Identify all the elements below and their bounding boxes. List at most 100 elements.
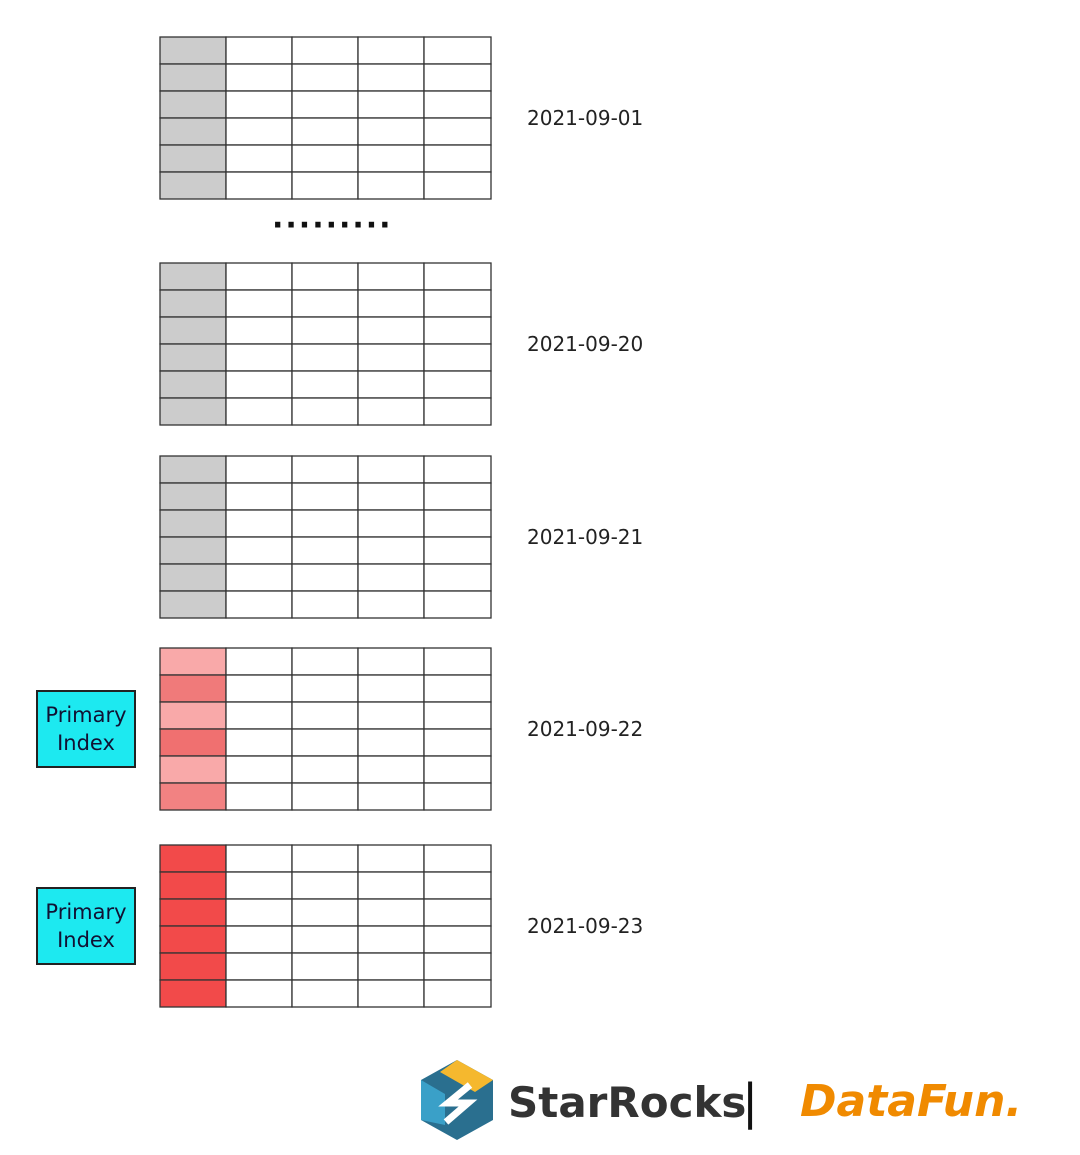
cell (291, 509, 359, 538)
cell (291, 370, 359, 399)
partition-label: 2021-09-23 (527, 914, 644, 938)
partition-label: 2021-09-01 (527, 106, 644, 130)
cell (357, 117, 425, 146)
cell (291, 782, 359, 811)
cell (357, 871, 425, 900)
cell (291, 455, 359, 484)
cell (225, 674, 293, 703)
cell (159, 701, 227, 730)
cell (159, 536, 227, 565)
cell (225, 728, 293, 757)
cell (423, 871, 492, 900)
cell (291, 925, 359, 954)
cell (159, 563, 227, 592)
brand-name: StarRocks (508, 1078, 747, 1127)
cell (159, 871, 227, 900)
cell (159, 844, 227, 873)
cell (291, 898, 359, 927)
cell (159, 36, 227, 65)
cell (423, 316, 492, 345)
cell (225, 952, 293, 981)
cell (225, 316, 293, 345)
cell (291, 316, 359, 345)
cell (423, 647, 492, 676)
cell (423, 482, 492, 511)
cell (357, 782, 425, 811)
cell (159, 117, 227, 146)
cell (357, 925, 425, 954)
cell (225, 36, 293, 65)
cell (225, 482, 293, 511)
cell (423, 171, 492, 200)
cell (159, 63, 227, 92)
cell (225, 144, 293, 173)
cell (159, 509, 227, 538)
cell (159, 397, 227, 426)
cell (357, 844, 425, 873)
cell (357, 728, 425, 757)
cell (357, 647, 425, 676)
cell (225, 755, 293, 784)
cell (423, 455, 492, 484)
cell (159, 90, 227, 119)
cell (357, 898, 425, 927)
partition-label: 2021-09-21 (527, 525, 644, 549)
cell (225, 397, 293, 426)
cell (423, 144, 492, 173)
cell (423, 701, 492, 730)
cell (357, 509, 425, 538)
cell (423, 563, 492, 592)
cell (357, 289, 425, 318)
cell (423, 590, 492, 619)
cell (225, 63, 293, 92)
cell (357, 536, 425, 565)
cell (357, 262, 425, 291)
cell (225, 455, 293, 484)
cell (159, 898, 227, 927)
cell (225, 536, 293, 565)
cell (423, 755, 492, 784)
cell (225, 898, 293, 927)
cell (225, 509, 293, 538)
cell (159, 316, 227, 345)
cell (159, 262, 227, 291)
cell (159, 590, 227, 619)
cell (423, 262, 492, 291)
cell (159, 755, 227, 784)
cell (357, 482, 425, 511)
cell (225, 563, 293, 592)
cell (423, 674, 492, 703)
cell (159, 647, 227, 676)
cell (291, 647, 359, 676)
cell (291, 117, 359, 146)
cell (291, 844, 359, 873)
cell (357, 701, 425, 730)
cell (291, 397, 359, 426)
cell (225, 289, 293, 318)
cell (291, 262, 359, 291)
cell (159, 144, 227, 173)
cell (225, 844, 293, 873)
cell (225, 370, 293, 399)
cell (357, 755, 425, 784)
cell (423, 979, 492, 1008)
cell (291, 171, 359, 200)
cell (357, 397, 425, 426)
cell (423, 63, 492, 92)
cell (159, 171, 227, 200)
cell (423, 289, 492, 318)
cell (423, 536, 492, 565)
cell (291, 144, 359, 173)
cell (357, 144, 425, 173)
cell (423, 117, 492, 146)
separator: ········· (272, 208, 393, 243)
cell (357, 590, 425, 619)
cell (357, 343, 425, 372)
cell (225, 117, 293, 146)
cell (423, 844, 492, 873)
cell (159, 952, 227, 981)
starrocks-icon (421, 1060, 493, 1140)
cell (291, 952, 359, 981)
cell (291, 536, 359, 565)
